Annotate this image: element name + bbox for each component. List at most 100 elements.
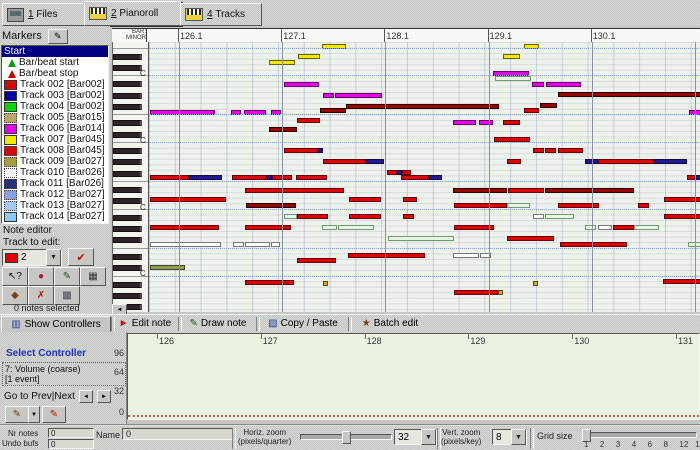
marker-item[interactable]: Start [2, 46, 108, 57]
midi-note[interactable] [454, 225, 494, 230]
midi-note[interactable] [284, 214, 297, 219]
grid-size-slider[interactable] [582, 432, 697, 438]
midi-note[interactable] [558, 92, 700, 97]
midi-note[interactable] [401, 175, 429, 180]
pattern-tool[interactable]: ▩ [54, 286, 80, 305]
midi-note[interactable] [297, 118, 320, 123]
midi-note[interactable] [545, 214, 574, 219]
black-key[interactable] [113, 159, 142, 166]
midi-note[interactable] [663, 279, 700, 284]
midi-note[interactable] [245, 188, 344, 193]
copy-paste-button[interactable]: ▧ Copy / Paste [268, 318, 338, 329]
midi-note[interactable] [688, 242, 700, 247]
prev-button[interactable]: ◄ [78, 390, 93, 403]
show-controllers-button[interactable]: ▥ Show Controllers [1, 316, 111, 333]
midi-note[interactable] [454, 203, 507, 208]
marquee-select-tool[interactable]: ▦ [80, 267, 106, 286]
midi-note[interactable] [245, 280, 294, 285]
midi-note[interactable] [508, 188, 544, 193]
midi-note[interactable] [598, 159, 654, 164]
marker-item[interactable]: Bar/beat start [2, 57, 108, 68]
midi-note[interactable] [150, 242, 221, 247]
midi-note[interactable] [494, 137, 530, 142]
midi-note[interactable] [532, 82, 544, 87]
marker-item[interactable]: Track 007 [Bar045] [2, 134, 108, 145]
midi-note[interactable] [687, 175, 695, 180]
midi-note[interactable] [480, 253, 491, 258]
name-field[interactable]: 0 [122, 428, 233, 440]
marker-item[interactable]: Track 003 [Bar002] [2, 90, 108, 101]
black-key[interactable] [113, 198, 142, 205]
midi-note[interactable] [545, 148, 556, 153]
marker-item[interactable]: Track 009 [Bar027] [2, 156, 108, 167]
chevron-down-icon[interactable]: ▼ [46, 249, 61, 266]
midi-note[interactable] [585, 159, 598, 164]
black-key[interactable] [113, 148, 142, 155]
marker-item[interactable]: Track 012 [Bar027] [2, 189, 108, 200]
midi-note[interactable] [189, 175, 222, 180]
apply-track-button[interactable]: ✔ [68, 248, 94, 266]
tab-pianoroll[interactable]: 2 Pianoroll [84, 1, 182, 26]
midi-note[interactable] [245, 242, 270, 247]
chevron-down-icon[interactable]: ▼ [28, 406, 40, 423]
midi-note[interactable] [245, 225, 291, 230]
midi-note[interactable] [498, 290, 503, 295]
marker-item[interactable]: Bar/beat stop [2, 68, 108, 79]
midi-note[interactable] [454, 290, 498, 295]
black-key[interactable] [113, 81, 142, 88]
black-key[interactable] [113, 226, 142, 233]
midi-note[interactable] [150, 197, 226, 202]
black-key[interactable] [113, 53, 142, 60]
midi-note[interactable] [232, 175, 267, 180]
draw-note-button[interactable]: ✎ Draw note [189, 318, 247, 329]
midi-note[interactable] [453, 253, 479, 258]
midi-note[interactable] [585, 225, 596, 230]
midi-note[interactable] [664, 197, 700, 202]
next-button[interactable]: ► [96, 390, 111, 403]
midi-note[interactable] [558, 148, 583, 153]
midi-note[interactable] [558, 203, 599, 208]
midi-note[interactable] [397, 170, 402, 175]
midi-note[interactable] [507, 159, 521, 164]
chevron-down-icon[interactable]: ▼ [421, 429, 436, 445]
midi-note[interactable] [634, 225, 659, 230]
pencil-tool[interactable]: ✎ [54, 267, 80, 286]
midi-note[interactable] [533, 214, 544, 219]
midi-note[interactable] [638, 203, 649, 208]
chevron-down-icon[interactable]: ▼ [511, 429, 526, 445]
marker-item[interactable]: Track 004 [Bar002] [2, 101, 108, 112]
midi-note[interactable] [284, 148, 318, 153]
marker-item[interactable]: Track 010 [Bar026] [2, 167, 108, 178]
midi-note[interactable] [269, 60, 295, 65]
midi-note[interactable] [403, 197, 417, 202]
midi-note[interactable] [503, 54, 520, 59]
hzoom-slider-thumb[interactable] [342, 431, 351, 444]
black-key[interactable] [113, 187, 142, 194]
midi-note[interactable] [429, 175, 442, 180]
black-key[interactable] [113, 282, 142, 288]
midi-note[interactable] [346, 104, 499, 109]
tab-tracks[interactable]: 4 Tracks [180, 3, 262, 26]
edit-markers-button[interactable]: ✎ [47, 28, 68, 44]
midi-note[interactable] [495, 76, 531, 81]
edit-note-button[interactable]: ► Edit note [118, 318, 172, 329]
midi-note[interactable] [349, 197, 381, 202]
midi-note[interactable] [296, 175, 327, 180]
midi-note[interactable] [150, 265, 185, 270]
black-key[interactable] [113, 92, 142, 99]
midi-note[interactable] [338, 225, 374, 230]
midi-note[interactable] [284, 82, 319, 87]
grid-size-slider-thumb[interactable] [582, 429, 591, 442]
black-key[interactable] [113, 265, 142, 272]
midi-note[interactable] [323, 281, 328, 286]
midi-note[interactable] [507, 203, 530, 208]
midi-note[interactable] [272, 175, 292, 180]
midi-note[interactable] [322, 225, 337, 230]
midi-note[interactable] [545, 188, 634, 193]
pianoroll-grid[interactable] [148, 42, 700, 312]
midi-note[interactable] [503, 120, 520, 125]
midi-note[interactable] [335, 93, 382, 98]
midi-note[interactable] [560, 242, 627, 247]
marker-item[interactable]: Track 014 [Bar027] [2, 211, 108, 222]
black-key[interactable] [113, 103, 142, 110]
